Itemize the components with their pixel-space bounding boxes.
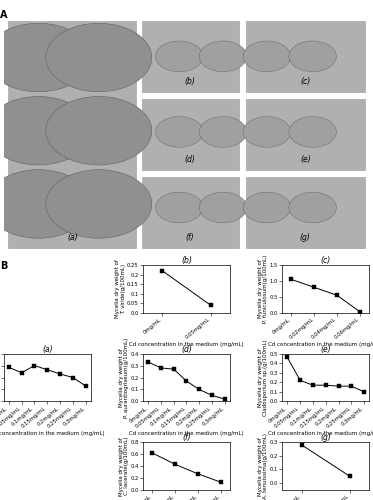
Circle shape (46, 170, 152, 238)
X-axis label: Cd concentration in the medium (mg/mL): Cd concentration in the medium (mg/mL) (129, 342, 244, 347)
Circle shape (243, 192, 291, 223)
Y-axis label: Mycelia dry weight of
A. tenuissima(g/100mL): Mycelia dry weight of A. tenuissima(g/10… (258, 433, 268, 499)
Circle shape (289, 41, 336, 72)
Title: (f): (f) (182, 433, 191, 442)
Circle shape (156, 192, 203, 223)
FancyBboxPatch shape (141, 98, 239, 171)
Circle shape (199, 192, 247, 223)
Text: (b): (b) (185, 77, 195, 86)
Circle shape (46, 96, 152, 165)
Text: (d): (d) (185, 155, 195, 164)
Circle shape (156, 116, 203, 148)
FancyBboxPatch shape (141, 176, 239, 249)
Circle shape (243, 116, 291, 148)
Text: (e): (e) (300, 155, 311, 164)
FancyBboxPatch shape (245, 98, 366, 171)
X-axis label: Cd concentration in the medium (mg/mL): Cd concentration in the medium (mg/mL) (0, 431, 104, 436)
X-axis label: Cd concentration in the medium (mg/mL): Cd concentration in the medium (mg/mL) (129, 431, 244, 436)
Circle shape (0, 170, 91, 238)
Y-axis label: Mycelia dry weight of
C. lacerate(g/100mL): Mycelia dry weight of C. lacerate(g/100m… (119, 436, 129, 496)
Y-axis label: Mycelia dry weight of
Cladosporium sp.(g/100mL): Mycelia dry weight of Cladosporium sp.(g… (258, 339, 268, 416)
Text: B: B (0, 260, 7, 270)
Circle shape (46, 24, 152, 92)
Circle shape (243, 41, 291, 72)
Title: (c): (c) (321, 256, 331, 265)
Text: (g): (g) (300, 233, 311, 242)
FancyBboxPatch shape (245, 176, 366, 249)
Title: (e): (e) (320, 344, 331, 354)
X-axis label: Cd concentration in the medium (mg/mL): Cd concentration in the medium (mg/mL) (269, 342, 373, 347)
FancyBboxPatch shape (7, 20, 137, 249)
Text: (f): (f) (186, 233, 194, 242)
X-axis label: Cd concentration in the medium (mg/mL): Cd concentration in the medium (mg/mL) (269, 431, 373, 436)
Title: (g): (g) (320, 433, 331, 442)
Title: (b): (b) (181, 256, 192, 265)
Circle shape (289, 192, 336, 223)
Text: (c): (c) (300, 77, 310, 86)
FancyBboxPatch shape (245, 20, 366, 93)
Circle shape (0, 96, 91, 165)
Y-axis label: Mycelia dry weight of
P. funiculosum(g/100mL): Mycelia dry weight of P. funiculosum(g/1… (258, 255, 268, 323)
Circle shape (289, 116, 336, 148)
Text: A: A (0, 10, 7, 20)
Circle shape (0, 24, 91, 92)
Y-axis label: Mycelia dry weight of
T. viride(g/100mL): Mycelia dry weight of T. viride(g/100mL) (115, 260, 126, 318)
Title: (a): (a) (42, 344, 53, 354)
Title: (d): (d) (181, 344, 192, 354)
Text: (a): (a) (67, 233, 78, 242)
Circle shape (156, 41, 203, 72)
FancyBboxPatch shape (141, 20, 239, 93)
Y-axis label: Mycelia dry weight of
P. aurantiogriseum(g/100mL): Mycelia dry weight of P. aurantiogriseum… (119, 338, 129, 417)
Circle shape (199, 41, 247, 72)
Circle shape (199, 116, 247, 148)
